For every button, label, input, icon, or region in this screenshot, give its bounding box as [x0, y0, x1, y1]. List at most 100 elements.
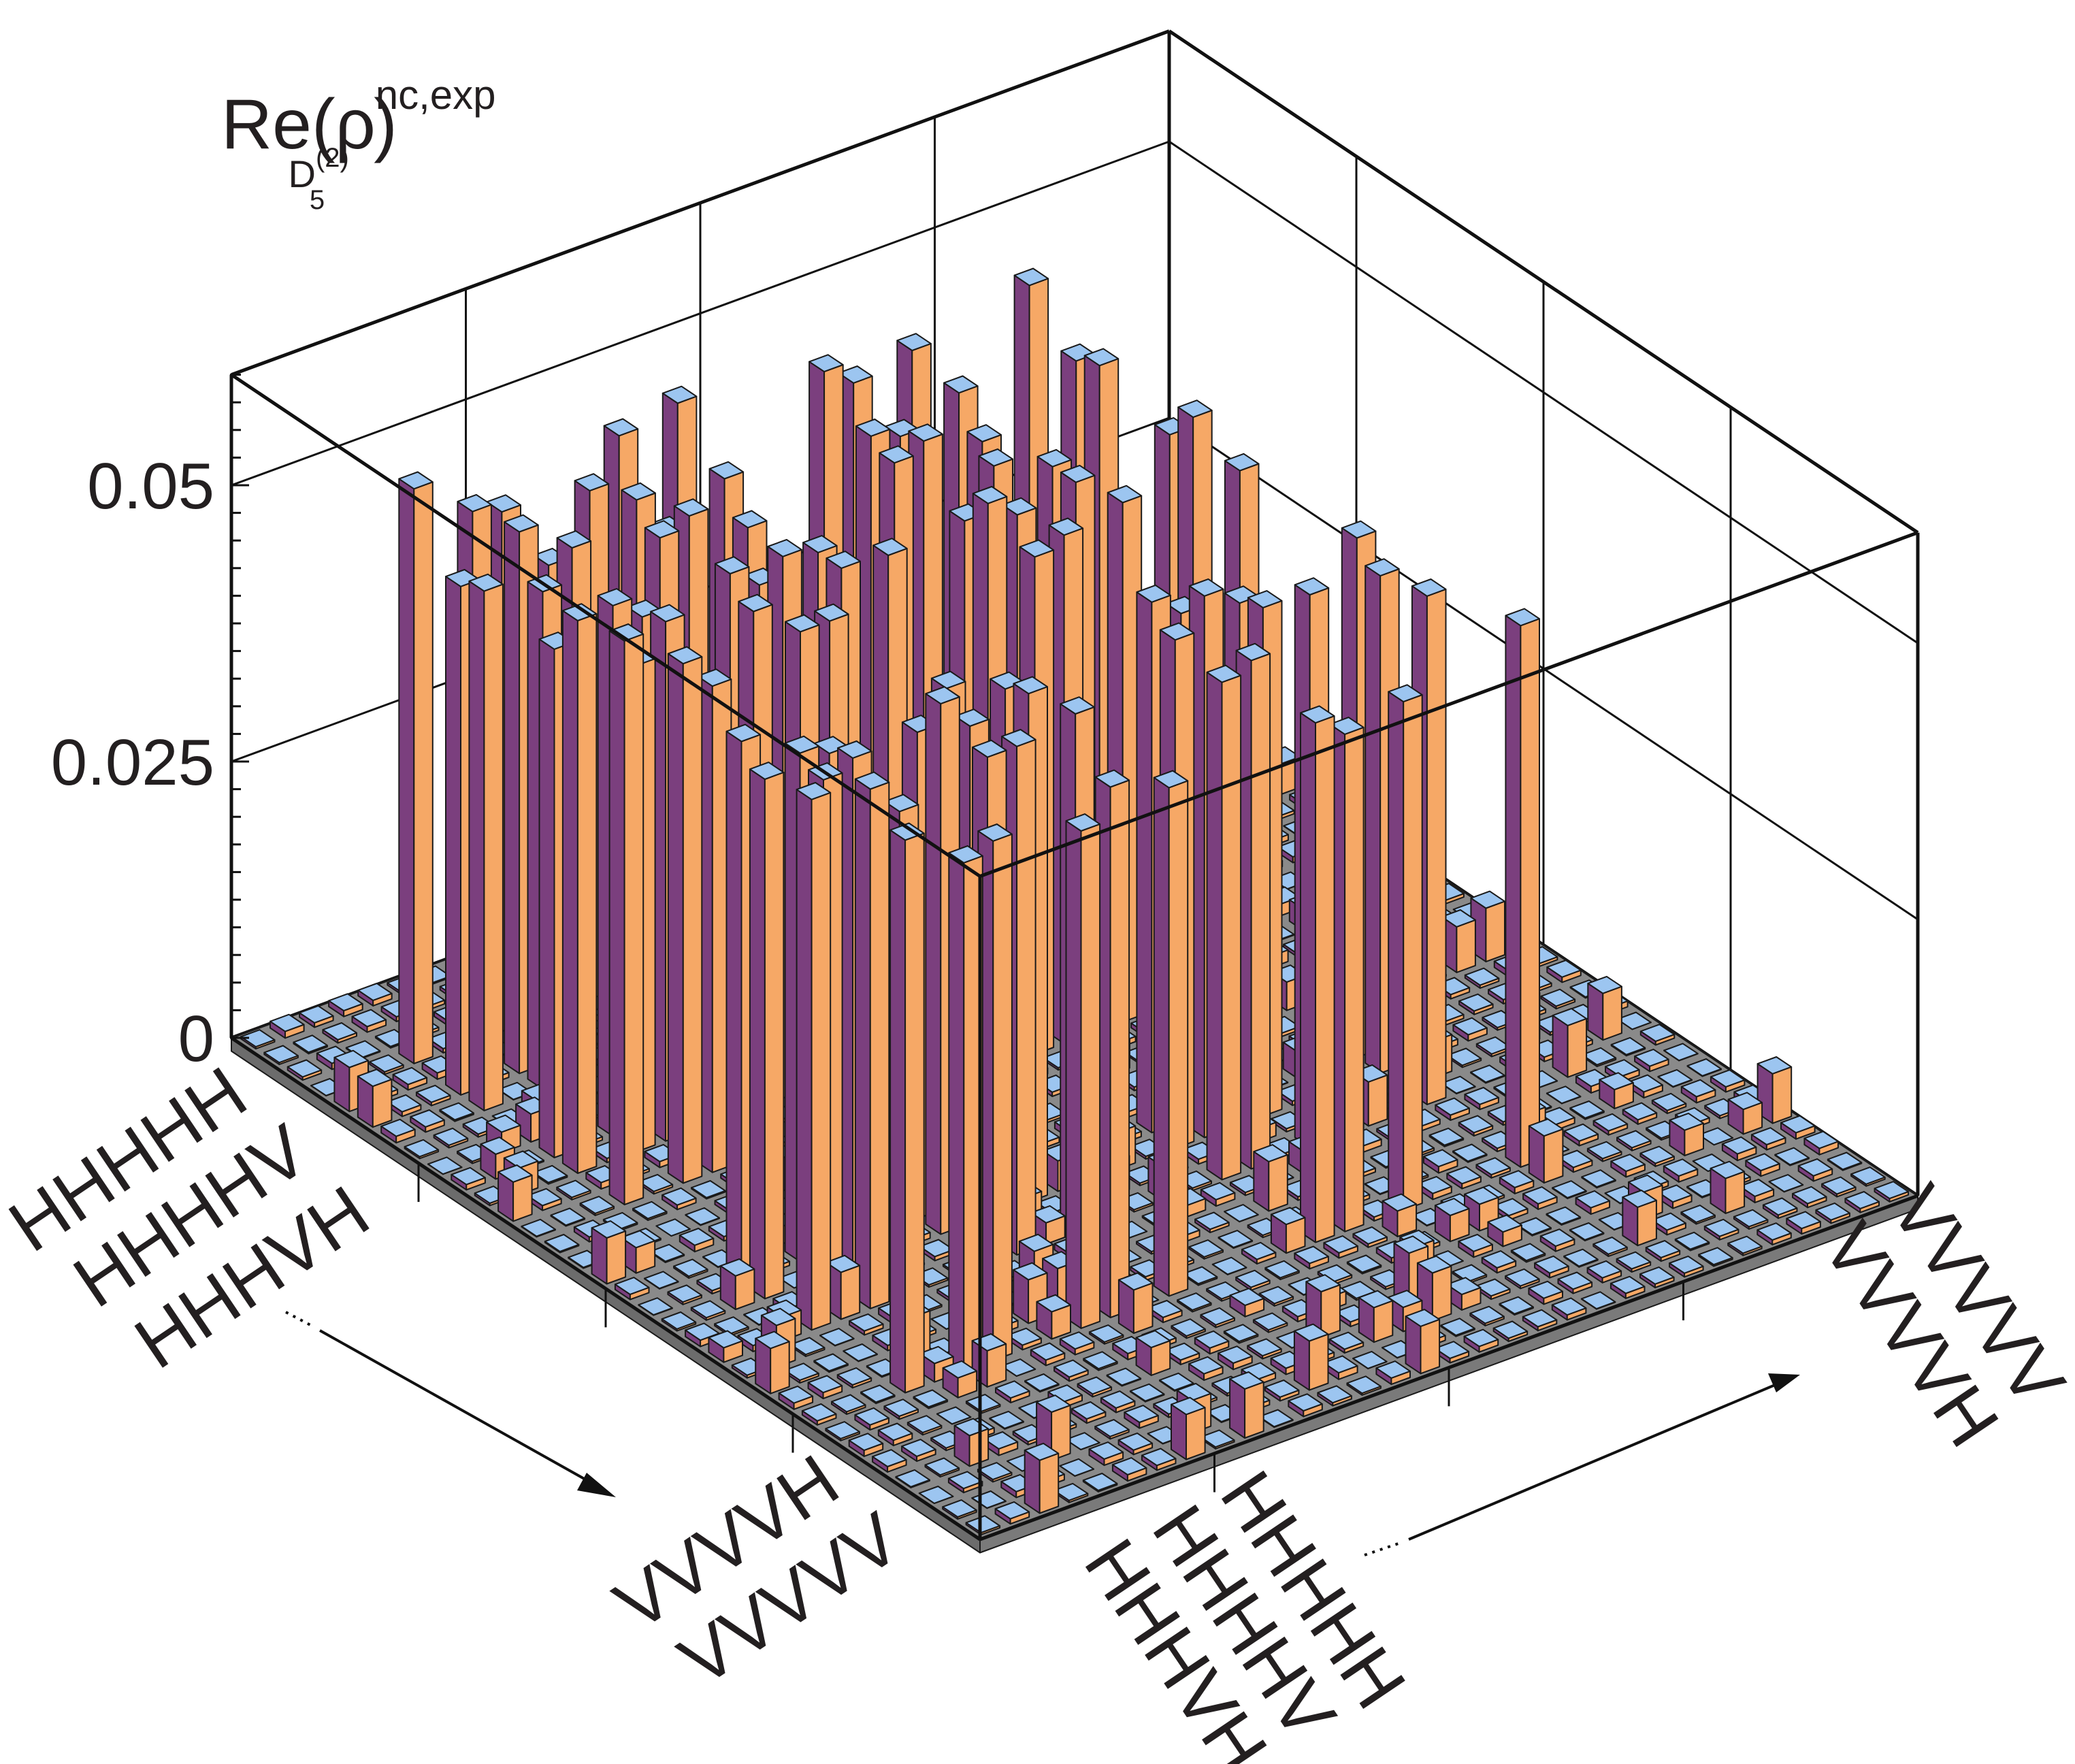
bar-VHVVH-HHHHH: [755, 1330, 790, 1394]
bar-right-face: [869, 781, 890, 1309]
bars-group: [240, 267, 1910, 1535]
bar-right-face: [1485, 900, 1505, 963]
bar-top-face: [708, 461, 745, 480]
bar-top-face: [1083, 348, 1120, 367]
bar-top-face: [603, 418, 639, 437]
bar-top-face: [1540, 988, 1576, 1007]
bar-right-face: [682, 656, 703, 1184]
bar-left-face: [445, 576, 461, 1096]
bar-VHVHV-VVVHH: [1552, 1008, 1588, 1078]
bar-left-face: [1388, 691, 1405, 1211]
bar-VVHHH-VVHHH: [1505, 608, 1540, 1168]
bar-left-face: [561, 610, 578, 1174]
bar-HVVHH-HHHVV: [608, 623, 644, 1206]
bar-top-face: [966, 424, 1002, 442]
bar-right-face: [1308, 1333, 1329, 1391]
bar-left-face: [948, 852, 965, 1372]
bar-top-face: [1616, 1011, 1652, 1030]
bar-left-face: [1153, 777, 1170, 1297]
bar-VVHHH-HVVHH: [1153, 770, 1189, 1297]
bar-right-face: [811, 791, 832, 1331]
bar-right-face: [1344, 726, 1365, 1232]
bar-VHHVH-HHHVH: [719, 1258, 755, 1310]
bar-right-face: [1268, 1154, 1288, 1212]
bar-VVHVV-HVHHV: [1135, 1330, 1171, 1376]
bar-top-face: [1634, 1048, 1669, 1067]
bar-right-face: [770, 1341, 790, 1394]
bar-VHHVH-HHHVV: [749, 762, 785, 1300]
bar-right-face: [1244, 1381, 1264, 1439]
bar-right-face: [623, 633, 644, 1206]
bar-right-face: [1431, 1265, 1452, 1322]
bar-top-face: [1610, 1036, 1646, 1056]
col-axis-arrow: [1364, 1373, 1800, 1556]
bar-VVHHH-HHHVV: [889, 822, 925, 1394]
bar-right-face: [764, 771, 785, 1300]
bar-top-face: [908, 423, 943, 442]
bar-top-face: [1686, 1058, 1722, 1077]
bar-VHVHH-VHHHV: [1206, 664, 1242, 1181]
bar-left-face: [749, 768, 766, 1300]
bar-VVHHH-HVHHV: [1065, 813, 1101, 1329]
bar-VHVHH-HHHVV: [796, 782, 832, 1331]
bar-left-face: [1365, 565, 1382, 1074]
bar-left-face: [925, 693, 942, 1235]
bar-top-face: [1546, 960, 1582, 978]
bar-left-face: [468, 580, 485, 1111]
bar-VVHHH-VHHHV: [1300, 705, 1335, 1243]
bar-right-face: [1403, 694, 1423, 1211]
bar-right-face: [1186, 1407, 1206, 1460]
bar-VHVHV-VVVVV: [1639, 1024, 1676, 1046]
bar-right-face: [413, 481, 434, 1064]
bar-top-face: [1464, 967, 1500, 986]
chart-title: Re(ρnc,exp D(2) 5): [221, 72, 496, 215]
bar-VVVVH-HVVHH: [1293, 1323, 1329, 1391]
bar-left-face: [667, 653, 684, 1184]
bar-right-face: [992, 833, 1013, 1362]
bar-VHVVH-VVVVH: [1634, 1048, 1669, 1073]
back-gridline: [1169, 140, 1918, 644]
bar-HVHVH-HHHVV: [561, 603, 598, 1174]
bar-top-face: [1013, 267, 1049, 287]
bar-top-face: [1458, 993, 1494, 1012]
bar-left-face: [854, 778, 871, 1309]
bar-HHHVV-HHHVV: [398, 471, 434, 1064]
bar-VHHVH-VVHVV: [1452, 1017, 1488, 1042]
bar-VVVHV-VVHHH: [1622, 1190, 1657, 1247]
bar-top-face: [879, 445, 914, 464]
bar-left-face: [504, 521, 521, 1075]
bar-VVHVH-VHVHH: [1434, 1198, 1470, 1243]
bar-VHVHV-VVVVH: [1610, 1036, 1646, 1057]
bar-VVHHH-VHHHH: [1270, 1207, 1306, 1254]
bar-VVVVV-HVVVV: [1405, 1309, 1441, 1375]
bar-VVVVV-HHHVH: [1024, 1442, 1060, 1514]
bar-VHVHH-VVVVH: [1587, 975, 1622, 1041]
bar-right-face: [1320, 1284, 1341, 1338]
bar-left-face: [538, 638, 555, 1158]
back-gridline: [231, 140, 1170, 487]
bar-right-face: [1168, 780, 1189, 1297]
bar-VVHHH-HVHHH: [1036, 1294, 1071, 1340]
frame-edge: [231, 29, 1170, 376]
bar-VHVVH-VVVVV: [1663, 1043, 1699, 1062]
bar-top-face: [1060, 464, 1096, 483]
bar-right-face: [840, 1264, 861, 1320]
bar-right-face: [1771, 1066, 1793, 1124]
bar-top-face: [1341, 520, 1377, 539]
title-subscript-sup: (2): [316, 143, 349, 173]
bar-top-face: [1470, 890, 1505, 909]
bar-top-face: [1581, 1047, 1617, 1066]
bar-VVHHV-VVHHH: [1528, 1118, 1564, 1184]
bar-VVHVH-VVVVH: [1727, 1092, 1763, 1135]
bar-top-face: [1663, 1043, 1699, 1062]
bar-right-face: [1520, 618, 1540, 1168]
bar-top-face: [1177, 399, 1213, 419]
bar-left-face: [1206, 671, 1223, 1181]
bar-VVVVV-HVHHV: [1229, 1371, 1264, 1439]
bar-right-face: [1221, 674, 1242, 1181]
bar-VVHHH-VHVHH: [1388, 684, 1423, 1211]
bar-right-face: [1109, 779, 1130, 1318]
bar-top-face: [1441, 909, 1476, 928]
bar-top-face: [1224, 453, 1260, 472]
